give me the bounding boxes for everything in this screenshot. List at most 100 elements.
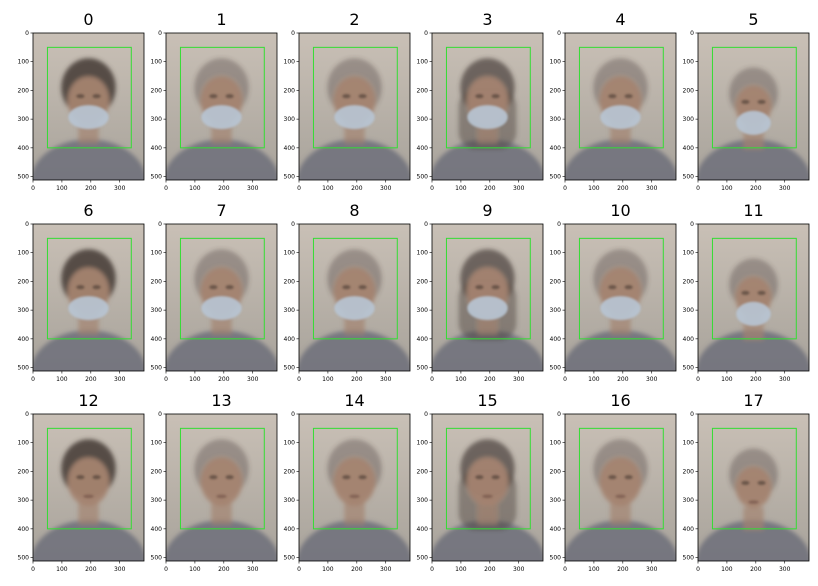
x-tick-label: 300 (646, 376, 658, 383)
y-tick-label: 200 (417, 87, 429, 94)
y-tick-label: 500 (550, 555, 562, 562)
bounding-box (312, 237, 398, 340)
x-tick-label: 300 (114, 185, 126, 192)
x-tick-label: 100 (455, 566, 467, 573)
x-tick-label: 100 (588, 376, 600, 383)
x-tick-label: 0 (297, 566, 301, 573)
bounding-box (445, 237, 531, 340)
face-image (166, 33, 277, 180)
y-tick-label: 100 (683, 440, 695, 447)
y-tick-label: 300 (18, 307, 30, 314)
face-image (299, 414, 410, 561)
y-tick-label: 300 (151, 116, 163, 123)
panel-title: 2 (349, 10, 359, 29)
axes-frame (165, 223, 278, 372)
panel-title: 4 (615, 10, 625, 29)
y-tick-label: 0 (690, 411, 694, 418)
x-tick-label: 300 (779, 376, 791, 383)
x-tick-label: 300 (247, 185, 259, 192)
y-tick-label: 300 (284, 497, 296, 504)
x-tick-label: 200 (351, 185, 363, 192)
y-tick-label: 0 (557, 411, 561, 418)
y-tick-label: 300 (683, 307, 695, 314)
axes-frame (564, 223, 677, 372)
face-image (33, 224, 144, 371)
panel-title: 5 (748, 10, 758, 29)
axes-frame (165, 413, 278, 562)
bounding-box (312, 427, 398, 530)
x-tick-label: 200 (218, 376, 230, 383)
panel-title: 1 (216, 10, 226, 29)
bounding-box (46, 46, 132, 149)
x-tick-label: 100 (322, 566, 334, 573)
axes-frame (32, 223, 145, 372)
panel-title: 3 (482, 10, 492, 29)
y-tick-label: 300 (683, 116, 695, 123)
y-tick-label: 100 (18, 440, 30, 447)
y-tick-label: 300 (417, 307, 429, 314)
y-tick-label: 400 (417, 145, 429, 152)
y-tick-label: 500 (284, 174, 296, 181)
x-tick-label: 200 (351, 566, 363, 573)
y-tick-label: 100 (284, 59, 296, 66)
bounding-box (578, 237, 664, 340)
y-tick-label: 0 (690, 221, 694, 228)
axes-frame (431, 32, 544, 181)
y-tick-label: 400 (683, 145, 695, 152)
panel-title: 13 (211, 391, 231, 410)
y-tick-label: 0 (424, 411, 428, 418)
x-tick-label: 200 (218, 185, 230, 192)
x-tick-label: 100 (322, 376, 334, 383)
panel-title: 14 (344, 391, 364, 410)
y-tick-label: 400 (151, 526, 163, 533)
y-tick-label: 400 (18, 145, 30, 152)
y-tick-label: 300 (417, 497, 429, 504)
bounding-box (711, 46, 797, 149)
x-tick-label: 200 (750, 185, 762, 192)
x-tick-label: 100 (56, 376, 68, 383)
y-tick-label: 400 (151, 336, 163, 343)
bounding-box (46, 237, 132, 340)
x-tick-label: 200 (617, 185, 629, 192)
face-image (299, 33, 410, 180)
bounding-box (312, 46, 398, 149)
y-tick-label: 200 (683, 468, 695, 475)
y-tick-label: 300 (550, 116, 562, 123)
y-tick-label: 200 (151, 278, 163, 285)
y-tick-label: 0 (25, 221, 29, 228)
y-tick-label: 300 (683, 497, 695, 504)
face-image (33, 33, 144, 180)
y-tick-label: 100 (151, 59, 163, 66)
axes-frame (165, 32, 278, 181)
x-tick-label: 200 (617, 376, 629, 383)
y-tick-label: 0 (424, 30, 428, 37)
y-tick-label: 200 (284, 468, 296, 475)
panel-title: 17 (743, 391, 763, 410)
x-tick-label: 200 (351, 376, 363, 383)
x-tick-label: 300 (646, 185, 658, 192)
bounding-box (179, 46, 265, 149)
y-tick-label: 100 (417, 250, 429, 257)
x-tick-label: 0 (31, 376, 35, 383)
y-tick-label: 400 (18, 336, 30, 343)
axes-frame (564, 413, 677, 562)
bounding-box (179, 237, 265, 340)
x-tick-label: 200 (85, 566, 97, 573)
y-tick-label: 400 (151, 145, 163, 152)
x-tick-label: 100 (56, 566, 68, 573)
y-tick-label: 300 (18, 497, 30, 504)
face-image (565, 33, 676, 180)
x-tick-label: 300 (646, 566, 658, 573)
x-tick-label: 200 (85, 376, 97, 383)
bounding-box (46, 427, 132, 530)
face-image (565, 224, 676, 371)
y-tick-label: 400 (550, 526, 562, 533)
x-tick-label: 0 (563, 566, 567, 573)
x-tick-label: 0 (430, 185, 434, 192)
x-tick-label: 300 (247, 376, 259, 383)
